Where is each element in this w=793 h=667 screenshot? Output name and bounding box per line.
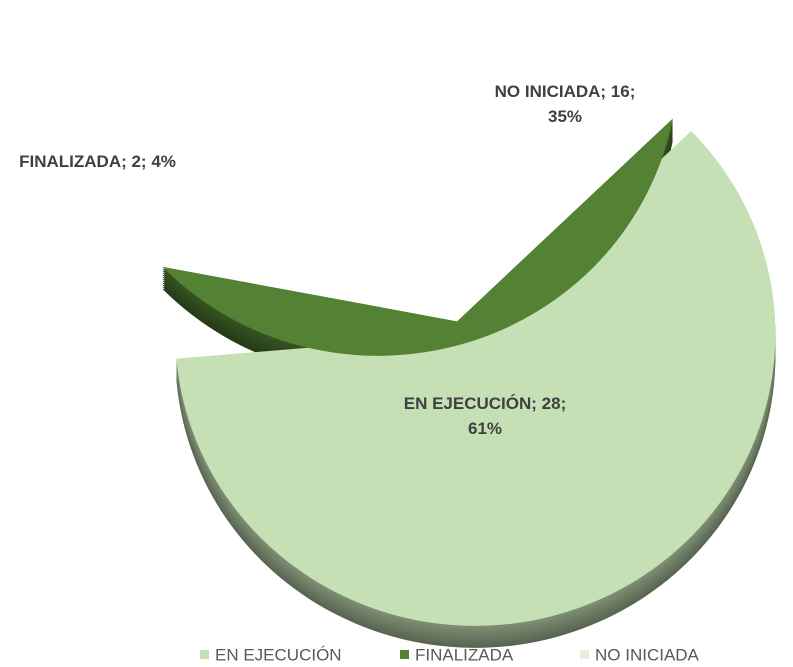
slice [162,118,673,356]
legend-label: NO INICIADA [595,645,700,664]
legend-swatch [200,650,209,659]
data-label: EN EJECUCIÓN; 28; 61% [403,394,567,438]
data-label: FINALIZADA; 2; 4% [19,152,176,171]
slice [466,106,683,310]
data-label: NO INICIADA; 16; 35% [494,82,636,126]
legend-label: FINALIZADA [415,645,514,664]
slice [176,130,776,626]
legend-swatch [400,650,409,659]
legend-label: EN EJECUCIÓN [215,645,342,664]
slice-side [466,108,683,312]
legend-swatch [580,650,589,659]
